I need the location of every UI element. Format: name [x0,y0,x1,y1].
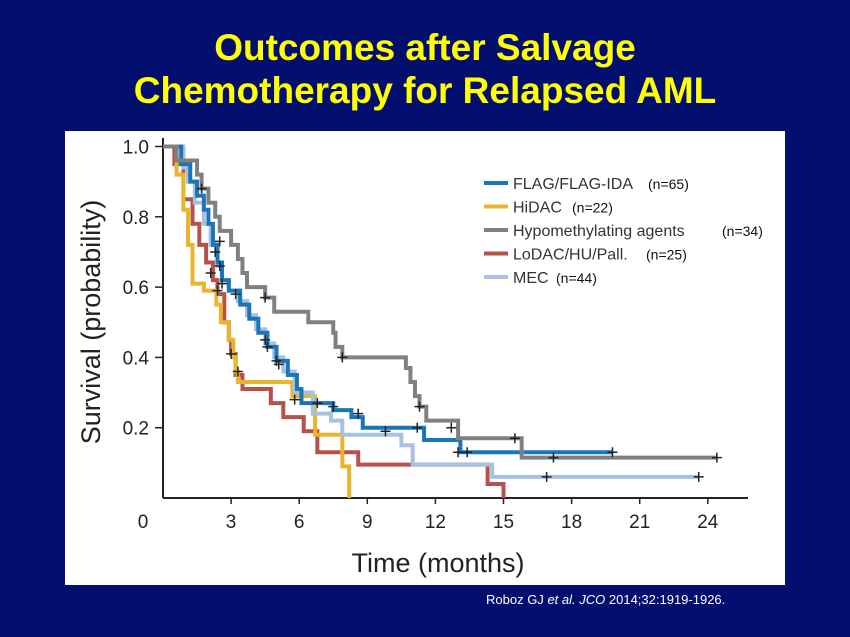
x-tick-label: 3 [226,512,237,533]
censor-mark [262,341,273,352]
censor-mark [446,422,457,433]
legend-n: (n=65) [648,176,689,192]
x-tick-label: 9 [362,512,373,533]
citation-etal: et al. [547,592,576,607]
censor-mark [214,261,225,272]
legend-n: (n=44) [556,270,597,286]
censor-mark [453,447,464,458]
censor-mark [214,236,225,247]
y-tick-label: 0.6 [123,278,149,299]
legend-n: (n=25) [646,247,687,263]
x-tick-label: 21 [629,512,650,533]
x-tick-label: 6 [294,512,305,533]
title-line-2: Chemotherapy for Relapsed AML [133,70,717,111]
citation-authors: Roboz GJ [486,592,544,607]
x-tick-label: 12 [425,512,446,533]
curve-hypomethylating-agents [163,144,717,460]
x-axis-label: Time (months) [351,548,524,578]
censor-mark [462,447,473,458]
censor-mark [210,246,221,257]
citation-details: 2014;32:1919-1926. [608,592,726,607]
censor-mark [260,292,271,303]
censor-mark [328,401,339,412]
x-tick-label: 24 [697,512,719,533]
legend-label: LoDAC/HU/Pall. [513,247,628,264]
axes: 0 3 6 9 12 15 18 21 24 0.2 0.4 0.6 0.8 1.0 [123,138,748,533]
title-line-1: Outcomes after Salvage [214,27,636,68]
censor-mark [196,183,207,194]
censor-mark [312,398,323,409]
censor-mark [693,471,704,482]
legend-n: (n=34) [722,223,763,239]
legend-label: FLAG/FLAG-IDA [513,176,633,193]
censor-mark [414,401,425,412]
censor-mark [230,289,241,300]
censor-mark [541,471,552,482]
curve-flag-flag-ida [163,144,613,455]
y-axis-label: Survival (probability) [76,200,106,445]
survival-curves [163,144,722,498]
censor-mark [217,278,228,289]
y-tick-label: 0.2 [123,419,149,440]
citation: Roboz GJ et al. JCO 2014;32:1919-1926. [486,592,725,607]
censor-mark [412,422,423,433]
censor-mark [711,452,722,463]
legend-n: (n=22) [572,200,613,216]
censor-mark [232,366,243,377]
legend-label: HiDAC [513,200,562,217]
x-tick-label: 0 [138,512,149,533]
censor-mark [607,447,618,458]
x-tick-label: 15 [493,512,514,533]
curve-mec [163,144,699,479]
censor-mark [289,394,300,405]
y-tick-label: 1.0 [123,138,149,159]
x-tick-label: 18 [561,512,582,533]
censor-mark [212,285,223,296]
legend-label: Hypomethylating agents [513,223,685,240]
citation-journal: JCO [579,592,606,607]
censor-mark [260,334,271,345]
y-tick-label: 0.4 [123,348,150,369]
censor-mark [205,268,216,279]
y-tick-label: 0.8 [123,208,149,229]
censor-mark [380,426,391,437]
censor-mark [273,359,284,370]
legend-label: MEC [513,270,549,287]
curve-hidac [163,144,352,498]
censor-mark [337,352,348,363]
censor-mark [353,408,364,419]
censor-mark [226,348,237,359]
slide-title: Outcomes after Salvage Chemotherapy for … [0,26,850,112]
legend: FLAG/FLAG-IDA (n=65) HiDAC (n=22) Hypomethyl… [484,176,763,287]
censor-mark [509,433,520,444]
censor-mark [548,452,559,463]
